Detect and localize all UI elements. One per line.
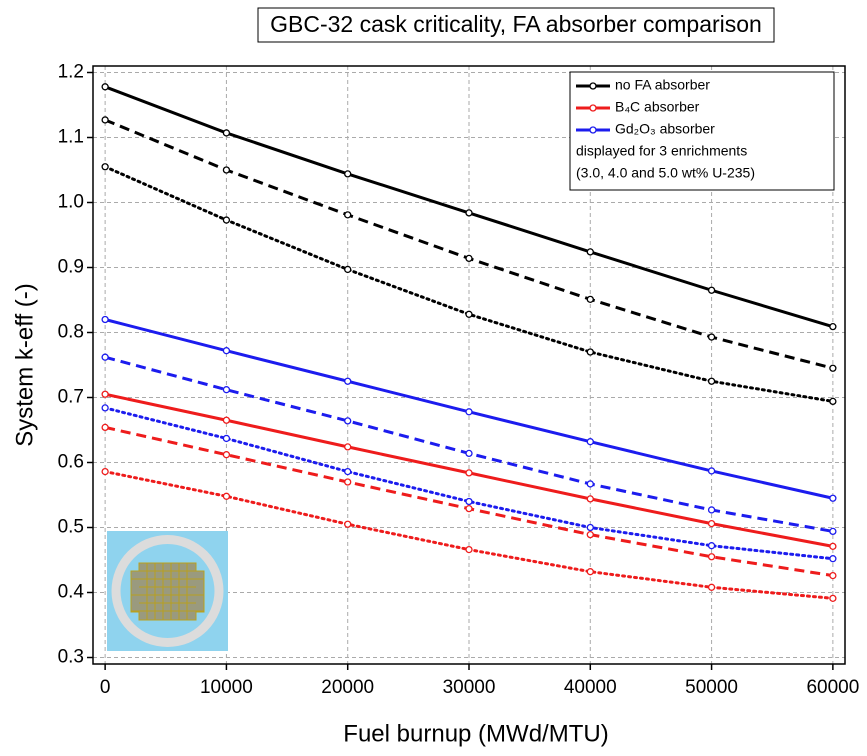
- data-point: [586, 438, 594, 446]
- data-point: [344, 170, 352, 178]
- data-point: [222, 416, 231, 424]
- data-point: [707, 467, 716, 475]
- data-point: [829, 571, 837, 580]
- data-point: [707, 553, 716, 561]
- data-point: [465, 408, 473, 416]
- y-tick-label: 1.1: [58, 127, 84, 148]
- legend-note: (3.0, 4.0 and 5.0 wt% U-235): [576, 165, 755, 181]
- data-point: [344, 265, 352, 274]
- data-point: [344, 211, 352, 219]
- data-point: [465, 469, 473, 477]
- data-point: [829, 594, 837, 602]
- x-tick-label: 10000: [200, 677, 253, 698]
- data-point: [707, 377, 716, 385]
- plot-frame: [92, 65, 846, 665]
- legend-label: no FA absorber: [615, 77, 710, 93]
- data-point: [101, 390, 109, 398]
- data-point: [829, 555, 837, 563]
- data-point: [829, 527, 837, 536]
- y-tick-label: 1.0: [58, 192, 84, 213]
- data-point: [465, 497, 473, 506]
- y-tick-label: 0.6: [58, 452, 84, 473]
- data-point: [586, 568, 594, 576]
- title-box: [257, 7, 775, 43]
- data-point: [222, 492, 231, 500]
- data-point: [222, 347, 231, 355]
- data-point: [222, 386, 231, 394]
- data-point: [465, 545, 473, 554]
- data-point: [707, 519, 716, 528]
- legend-marker: [589, 104, 597, 112]
- data-point: [829, 542, 837, 550]
- x-tick-label: 40000: [564, 677, 617, 698]
- x-tick-label: 0: [100, 677, 111, 698]
- data-point: [101, 404, 109, 412]
- y-tick-label: 1.2: [58, 62, 84, 83]
- data-point: [222, 129, 231, 137]
- data-point: [222, 216, 231, 224]
- x-tick-label: 60000: [806, 677, 859, 698]
- data-point: [829, 322, 837, 331]
- data-point: [344, 443, 352, 451]
- data-point: [222, 451, 231, 459]
- data-point: [707, 286, 716, 294]
- data-point: [465, 504, 473, 513]
- data-point: [465, 449, 473, 458]
- data-point: [707, 506, 716, 514]
- data-point: [101, 116, 109, 124]
- assembly-grid: [131, 563, 204, 620]
- data-point: [101, 467, 109, 476]
- data-point: [586, 531, 594, 539]
- y-tick-label: 0.8: [58, 322, 84, 343]
- chart-title: GBC-32 cask criticality, FA absorber com…: [270, 11, 762, 37]
- data-point: [829, 494, 837, 502]
- data-point: [707, 583, 716, 591]
- x-tick-label: 20000: [321, 677, 374, 698]
- data-point: [586, 480, 594, 488]
- data-point: [829, 364, 837, 372]
- legend-label: B₄C absorber: [615, 99, 700, 115]
- data-point: [586, 495, 594, 503]
- data-point: [222, 434, 231, 443]
- data-point: [829, 397, 837, 406]
- y-tick-label: 0.4: [58, 582, 85, 603]
- y-tick-label: 0.9: [58, 257, 84, 278]
- x-axis-label: Fuel burnup (MWd/MTU): [343, 720, 608, 747]
- data-point: [101, 83, 109, 91]
- y-tick-label: 0.3: [58, 647, 84, 668]
- data-point: [344, 520, 352, 528]
- legend-marker: [589, 126, 597, 134]
- data-point: [586, 248, 594, 256]
- data-point: [586, 523, 594, 532]
- y-tick-label: 0.7: [58, 387, 84, 408]
- x-tick-label: 30000: [443, 677, 496, 698]
- data-point: [344, 377, 352, 385]
- data-point: [344, 417, 352, 425]
- data-point: [707, 542, 716, 550]
- data-point: [344, 478, 352, 486]
- data-point: [101, 163, 109, 171]
- data-point: [344, 467, 352, 476]
- legend-marker: [589, 82, 597, 90]
- data-point: [101, 423, 109, 432]
- data-point: [465, 254, 473, 263]
- data-point: [586, 348, 594, 356]
- x-tick-label: 50000: [685, 677, 738, 698]
- legend-note: displayed for 3 enrichments: [576, 143, 747, 159]
- data-point: [101, 315, 109, 324]
- legend-box: [569, 71, 835, 191]
- data-point: [707, 333, 716, 341]
- legend-label: Gd₂O₃ absorber: [615, 121, 715, 137]
- cask-inset: [107, 531, 228, 651]
- data-point: [222, 166, 231, 174]
- data-point: [465, 310, 473, 318]
- y-axis-label: System k-eff (-): [11, 283, 38, 447]
- data-point: [586, 295, 594, 304]
- data-point: [465, 209, 473, 217]
- y-tick-label: 0.5: [58, 517, 84, 538]
- data-point: [101, 353, 109, 361]
- legend: no FA absorber B₄C absorber Gd₂O₃ absorber…: [569, 71, 835, 191]
